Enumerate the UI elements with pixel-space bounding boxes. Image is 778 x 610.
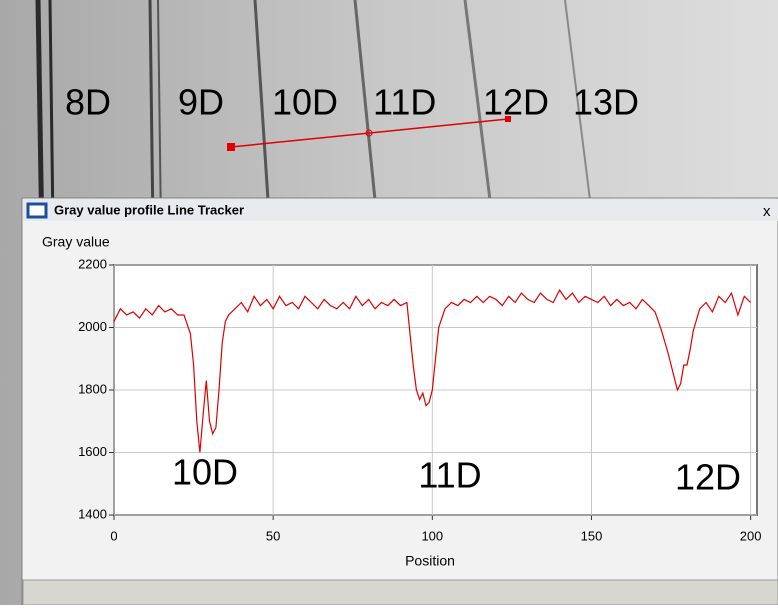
line-handle[interactable] (505, 116, 511, 122)
screenshot: 8D 9D 10D 11D 12D 13D Gray value profile… (0, 0, 778, 605)
y-tick-label: 1600 (78, 444, 107, 459)
close-button[interactable]: x (763, 203, 771, 220)
annotation: 10D (172, 452, 238, 493)
x-tick-label: 50 (266, 528, 280, 543)
image-label: 12D (483, 82, 549, 123)
y-tick-label: 2200 (78, 256, 107, 271)
image-label: 8D (65, 82, 111, 123)
image-label: 9D (178, 82, 224, 123)
image-label: 11D (373, 82, 436, 123)
x-tick-label: 0 (110, 528, 117, 543)
y-tick-label: 1800 (78, 381, 107, 396)
x-tick-label: 150 (581, 528, 603, 543)
x-tick-label: 200 (740, 528, 762, 543)
image-label: 13D (573, 82, 639, 123)
annotation: 12D (675, 457, 741, 498)
image-label: 10D (272, 82, 338, 123)
y-tick-label: 2000 (78, 319, 107, 334)
window-title: Gray value profile Line Tracker (54, 202, 244, 217)
y-tick-label: 1400 (78, 506, 107, 521)
x-tick-label: 100 (421, 528, 443, 543)
y-axis-label: Gray value (42, 234, 110, 250)
line-handle[interactable] (227, 143, 235, 151)
annotation: 11D (418, 455, 481, 496)
window-icon (28, 204, 46, 217)
status-bar (23, 580, 778, 605)
x-axis-label: Position (405, 553, 455, 569)
